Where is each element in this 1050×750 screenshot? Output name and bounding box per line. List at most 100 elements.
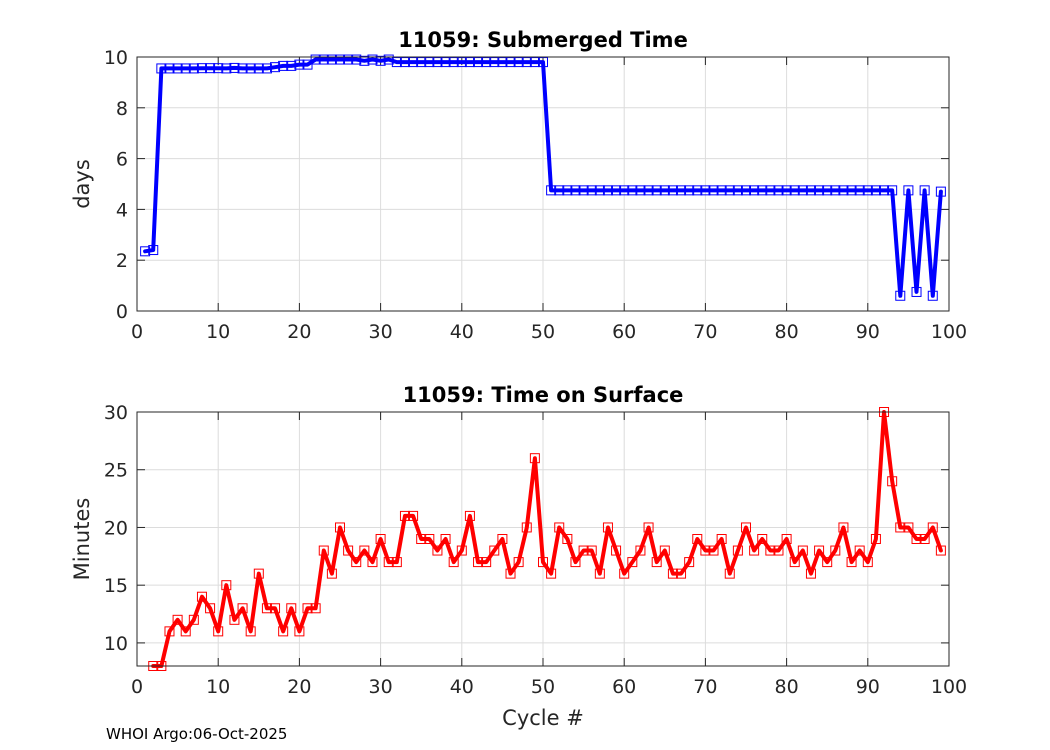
data-point: [667, 568, 678, 579]
data-point: [221, 580, 232, 591]
data-point: [749, 185, 760, 196]
data-point: [676, 185, 687, 196]
data-point: [765, 545, 776, 556]
data-point: [188, 614, 199, 625]
data-point: [481, 57, 492, 68]
data-point: [456, 57, 467, 68]
data-point: [887, 185, 898, 196]
data-point: [424, 534, 435, 544]
y-tick-label: 10: [104, 633, 128, 655]
data-point: [416, 57, 427, 68]
data-point: [651, 557, 662, 568]
data-point: [302, 603, 313, 614]
x-tick-label: 70: [693, 676, 717, 698]
data-point: [416, 534, 427, 544]
data-point: [659, 545, 670, 556]
submerged-time-chart: 0 10 20 30 40 50 60 70 80 90 100 0 2 4 6 8 10 11059: Subm…: [70, 28, 967, 343]
data-point: [335, 522, 345, 533]
y-tick-label: 20: [104, 517, 128, 539]
data-point: [724, 185, 735, 196]
data-point: [781, 534, 792, 544]
y-tick-label: 8: [116, 98, 128, 120]
data-point: [546, 568, 557, 579]
data-point: [464, 57, 475, 68]
data-point: [692, 534, 703, 544]
data-point: [229, 614, 240, 625]
data-point: [619, 185, 630, 196]
data-point: [253, 568, 264, 579]
y-tick-label: 0: [116, 301, 128, 323]
data-point: [505, 57, 516, 68]
data-point: [180, 626, 191, 637]
data-point: [822, 185, 833, 196]
data-point: [684, 185, 695, 196]
y-axis-label: days: [70, 159, 94, 209]
data-point: [708, 185, 719, 196]
data-point: [797, 185, 808, 196]
data-point: [172, 614, 183, 625]
data-point: [343, 545, 354, 556]
y-tick-label: 6: [116, 149, 128, 171]
axes-frame: [136, 411, 950, 667]
data-point: [862, 557, 873, 568]
data-point: [927, 522, 938, 533]
x-tick-label: 70: [693, 321, 717, 343]
data-point: [318, 54, 329, 65]
data-point: [529, 453, 540, 464]
data-point: [270, 603, 281, 614]
data-point: [570, 557, 581, 568]
data-point: [870, 185, 881, 196]
data-point: [627, 185, 638, 196]
x-tick-label: 30: [369, 676, 393, 698]
data-point: [229, 62, 240, 73]
data-point: [903, 522, 914, 533]
data-point: [286, 60, 297, 71]
data-point: [741, 185, 751, 196]
data-point: [302, 59, 313, 70]
data-point: [294, 59, 305, 70]
data-point: [253, 63, 264, 74]
data-point: [911, 534, 922, 544]
data-point: [594, 185, 605, 196]
data-point: [611, 545, 622, 556]
data-point: [554, 185, 565, 196]
data-point: [237, 63, 248, 74]
data-point: [887, 476, 898, 487]
data-point: [789, 557, 800, 568]
data-point: [773, 545, 784, 556]
data-point: [140, 246, 151, 257]
data-point: [708, 545, 719, 556]
footer-credit: WHOI Argo:06-Oct-2025: [106, 725, 288, 743]
data-point: [278, 60, 289, 71]
x-tick-label: 10: [206, 676, 230, 698]
data-point: [270, 62, 281, 73]
y-tick-label: 30: [104, 402, 128, 424]
data-point: [489, 57, 500, 68]
data-point: [538, 57, 548, 68]
data-point: [749, 545, 760, 556]
data-point: [237, 603, 248, 614]
data-point: [676, 568, 687, 579]
data-point: [692, 185, 703, 196]
data-point: [700, 185, 711, 196]
data-point: [513, 57, 524, 68]
data-point: [643, 185, 654, 196]
x-tick-label: 30: [369, 321, 393, 343]
data-point: [643, 522, 654, 533]
data-point: [326, 568, 337, 579]
data-point: [383, 54, 394, 65]
y-axis-label: Minutes: [70, 498, 94, 581]
data-point: [375, 534, 386, 544]
data-point: [399, 57, 410, 68]
x-tick-label: 0: [131, 321, 143, 343]
data-point: [602, 185, 613, 196]
data-point: [196, 591, 207, 602]
data-point: [408, 57, 419, 68]
data-point: [164, 626, 175, 637]
data-point: [188, 63, 199, 74]
data-point: [854, 185, 865, 196]
data-point: [635, 185, 646, 196]
y-tick-label: 2: [116, 250, 128, 272]
data-point: [351, 54, 362, 65]
data-point: [805, 568, 816, 579]
